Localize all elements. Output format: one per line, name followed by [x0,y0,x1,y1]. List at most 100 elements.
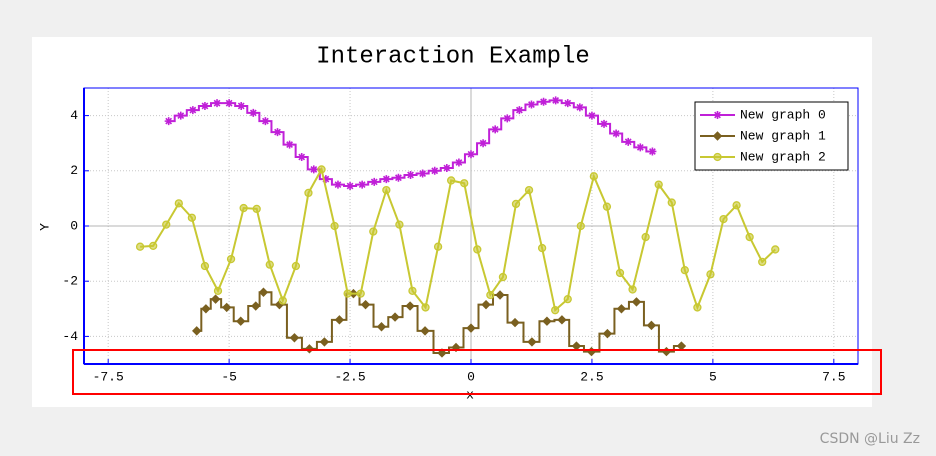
marker [602,328,613,339]
marker [745,232,754,242]
marker [291,261,301,271]
marker [406,170,415,179]
marker [587,111,596,120]
marker [732,201,741,210]
marker [551,96,560,105]
marker [654,180,663,189]
marker [210,294,221,304]
marker [405,301,415,311]
marker [201,304,211,314]
y-tick-label: -4 [62,329,78,344]
marker [495,290,505,300]
marker [539,97,548,106]
marker [221,302,232,313]
marker [467,150,475,159]
marker [376,322,387,332]
marker [265,260,274,269]
marker [510,317,520,328]
marker [589,172,599,181]
y-axis-label: Y [37,223,52,231]
marker [330,221,339,231]
marker [309,165,318,174]
marker [466,323,476,333]
marker [237,101,246,110]
marker [343,289,352,298]
marker [334,315,345,325]
marker [628,285,637,294]
marker [420,326,430,336]
marker [616,304,627,314]
legend-label: New graph 0 [740,107,826,122]
marker [486,290,495,300]
marker [174,199,183,208]
marker [680,266,689,275]
x-tick-label: 2.5 [580,369,603,384]
marker [527,337,537,347]
x-tick-label: -5 [221,369,237,384]
marker [187,213,197,222]
marker [395,220,404,229]
marker [551,306,560,315]
marker [304,188,313,198]
marker [602,202,612,211]
x-tick-label: 7.5 [822,369,845,384]
marker [646,320,657,331]
marker [213,286,223,296]
marker [321,175,330,184]
marker [162,220,171,229]
marker [261,117,270,126]
marker [454,158,463,167]
y-tick-label: 0 [70,218,78,233]
watermark: CSDN @Liu Zz [820,431,920,447]
marker [225,99,234,108]
marker [192,326,202,336]
marker [631,297,642,307]
chart-title: Interaction Example [316,43,590,70]
marker [527,100,536,109]
marker [200,101,209,110]
marker [176,111,185,120]
marker [239,203,248,213]
marker [200,261,210,271]
marker [491,125,500,134]
marker [382,175,391,184]
plot-widget [32,37,872,407]
marker [390,312,400,322]
marker [447,176,456,185]
legend-label: New graph 1 [740,128,826,143]
y-tick-label: 4 [70,108,78,123]
marker [369,227,378,236]
y-tick-label: -2 [62,274,78,289]
x-tick-label: -2.5 [334,369,365,384]
marker [524,185,534,195]
marker [557,315,567,325]
marker [460,179,469,188]
marker [641,232,650,242]
marker [430,166,439,175]
marker [317,165,326,174]
marker [358,180,367,189]
marker [503,114,512,123]
x-tick-label: 0 [467,369,475,384]
marker [149,241,158,251]
marker [479,139,488,148]
marker [537,243,547,253]
marker [615,268,625,278]
marker [421,303,430,312]
marker [360,299,371,310]
marker [511,199,521,209]
marker [382,185,391,195]
highlight-box [72,349,882,395]
marker [251,301,261,311]
marker [563,294,572,304]
marker [285,140,294,149]
marker [433,242,443,251]
marker [706,270,715,279]
marker [164,117,173,126]
marker [693,303,702,312]
marker [576,221,585,231]
marker [289,333,300,343]
marker [370,177,379,186]
marker [600,119,609,128]
